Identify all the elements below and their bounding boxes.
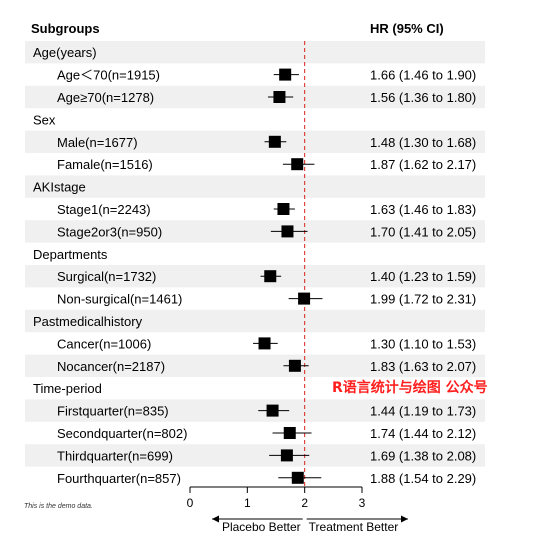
hr-ci-text: 1.70 (1.41 to 2.05): [370, 224, 476, 239]
hr-ci-text: 1.69 (1.38 to 2.08): [370, 448, 476, 463]
hr-text-layer: 1.66 (1.46 to 1.90) 1.56 (1.36 to 1.80) 1.…: [370, 68, 476, 486]
hr-point-marker: [264, 270, 277, 283]
row-shading-layer: [25, 41, 485, 467]
row-shade: [25, 309, 485, 333]
subgroup-label: Stage2or3(n=950): [57, 224, 162, 239]
subgroup-label: Non-surgical(n=1461): [57, 292, 182, 307]
hr-point-marker: [280, 449, 293, 462]
x-tick-label: 0: [187, 496, 194, 510]
hr-point-marker: [283, 427, 296, 439]
hr-point-marker: [258, 337, 271, 350]
hr-ci-text: 1.44 (1.19 to 1.73): [370, 404, 476, 419]
hr-ci-text: 1.83 (1.63 to 2.07): [370, 359, 476, 374]
group-label: Time-period: [33, 381, 102, 396]
row-shade: [25, 444, 485, 467]
left-arrow-head: [212, 515, 219, 523]
right-arrow-head: [401, 515, 408, 523]
hr-ci-text: 1.30 (1.10 to 1.53): [370, 336, 476, 351]
hr-ci-text: 1.56 (1.36 to 1.80): [370, 90, 476, 105]
hr-ci-text: 1.87 (1.62 to 2.17): [370, 157, 476, 172]
hr-point-marker: [291, 471, 304, 484]
subgroup-label: Cancer(n=1006): [57, 336, 151, 351]
x-axis: 0 1 2 3: [187, 486, 366, 510]
hr-header: HR (95% CI): [370, 21, 444, 36]
group-label: Sex: [33, 112, 56, 127]
row-shade: [25, 41, 485, 64]
row-shade: [25, 130, 485, 153]
hr-ci-text: 1.63 (1.46 to 1.83): [370, 202, 476, 217]
hr-ci-text: 1.74 (1.44 to 2.12): [370, 426, 476, 441]
subgroup-label: Firstquarter(n=835): [57, 404, 169, 419]
hr-ci-text: 1.40 (1.23 to 1.59): [370, 269, 476, 284]
subgroup-label: Surgical(n=1732): [57, 269, 156, 284]
group-label: AKIstage: [33, 180, 86, 195]
hr-point-marker: [288, 359, 301, 372]
marks-layer: [253, 68, 323, 484]
x-tick-label: 1: [244, 496, 251, 510]
hr-point-marker: [298, 292, 311, 305]
subgroup-label: Nocancer(n=2187): [57, 359, 165, 374]
hr-point-marker: [273, 91, 286, 103]
hr-ci-text: 1.66 (1.46 to 1.90): [370, 68, 476, 83]
watermark-text: R语言统计与绘图 公众号: [332, 379, 488, 396]
subgroup-label: Age＜70(n=1915): [57, 68, 160, 83]
hr-point-marker: [281, 225, 294, 238]
row-shade: [25, 85, 485, 109]
group-label: Age(years): [33, 45, 97, 60]
direction-arrows: Placebo Better Treatment Better: [212, 515, 408, 534]
hr-point-marker: [268, 135, 281, 148]
row-shade: [25, 399, 485, 422]
subgroup-label: Age≥70(n=1278): [57, 90, 154, 105]
demo-note: This is the demo data.: [24, 503, 93, 510]
hr-point-marker: [279, 68, 292, 81]
row-shade: [25, 220, 485, 243]
hr-point-marker: [277, 203, 290, 215]
subgroups-header: Subgroups: [31, 21, 100, 36]
subgroup-label: Stage1(n=2243): [57, 202, 151, 217]
left-arrow-label: Placebo Better: [222, 520, 301, 534]
x-tick-label: 2: [301, 496, 308, 510]
hr-ci-text: 1.48 (1.30 to 1.68): [370, 135, 476, 150]
hr-point-marker: [291, 158, 304, 171]
hr-ci-text: 1.99 (1.72 to 2.31): [370, 292, 476, 307]
subgroup-label: Male(n=1677): [57, 135, 138, 150]
row-shade: [25, 265, 485, 288]
subgroup-label: Famale(n=1516): [57, 157, 153, 172]
row-labels-layer: Age(years)Age＜70(n=1915)Age≥70(n=1278)Se…: [33, 45, 187, 486]
right-arrow-label: Treatment Better: [309, 520, 399, 534]
hr-ci-text: 1.88 (1.54 to 2.29): [370, 471, 476, 486]
subgroup-label: Secondquarter(n=802): [57, 426, 187, 441]
group-label: Departments: [33, 247, 108, 262]
subgroup-label: Fourthquarter(n=857): [57, 471, 181, 486]
group-label: Pastmedicalhistory: [33, 314, 143, 329]
row-shade: [25, 354, 485, 377]
subgroup-label: Thirdquarter(n=699): [57, 448, 173, 463]
row-shade: [25, 175, 485, 198]
x-tick-label: 3: [359, 496, 366, 510]
hr-point-marker: [266, 404, 279, 417]
